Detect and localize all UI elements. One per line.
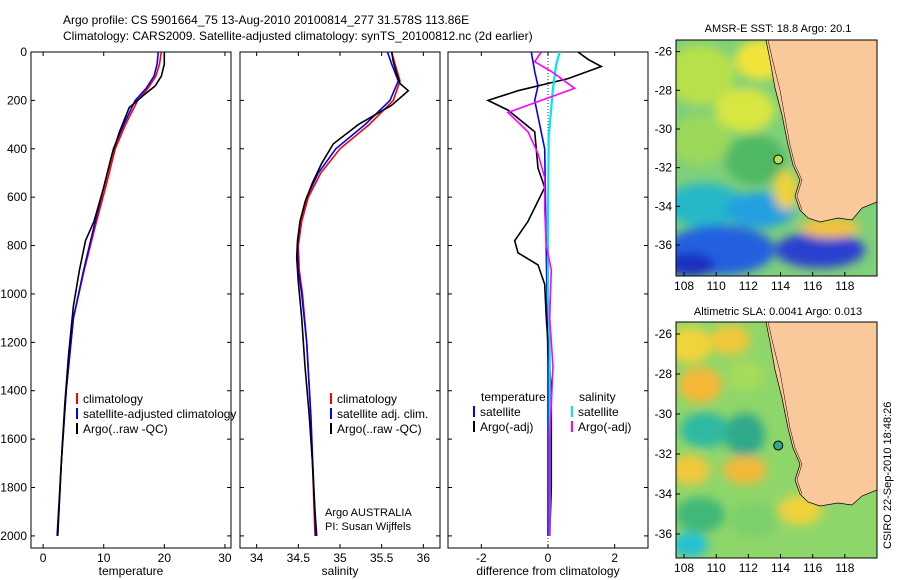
land-australia: [765, 40, 877, 223]
map-y-tick-label: -34: [655, 487, 673, 501]
map-y-tick-label: -34: [655, 199, 673, 213]
map-y-tick-label: -28: [655, 83, 673, 97]
legend-label: Argo(..raw -QC): [337, 422, 422, 436]
x-tick-label: 30: [218, 551, 232, 565]
legend-label: Argo(..raw -QC): [83, 422, 168, 436]
panel-frame: [30, 51, 232, 549]
y-tick-label: 1000: [0, 287, 27, 301]
salinity-panel: 34 34.5 35 35.5 36 salinity climatologysatelli…: [239, 51, 441, 578]
x-tick-label: 0: [40, 551, 47, 565]
legend-label: Argo(-adj): [578, 420, 631, 434]
y-tick-label: 400: [7, 142, 27, 156]
y-tick-label: 200: [7, 93, 27, 107]
profile-panels: 0 10 20 30temperature0200400600800100012001…: [0, 45, 649, 578]
x-axis-label: difference from climatology: [476, 564, 619, 578]
legend-label: climatology: [337, 392, 397, 406]
x-tick-label: 34: [250, 551, 264, 565]
series-line-salinity-Argo: [506, 52, 577, 536]
x-tick-label: 0: [545, 551, 552, 565]
map-x-tick-label: 112: [739, 279, 758, 293]
sst-map: AMSR-E SST: 18.8 Argo: 20.1 108 11: [655, 23, 878, 293]
map-x-tick-label: 108: [674, 561, 694, 575]
x-tick-label: -2: [476, 551, 487, 565]
argo-location-marker-2: [773, 440, 784, 451]
map-y-tick-label: -28: [655, 367, 673, 381]
series-line-satellite: [56, 52, 160, 536]
header-line-1: Argo profile: CS 5901664_75 13-Aug-2010 …: [63, 13, 469, 27]
land-australia-2: [765, 322, 877, 507]
legend-label: satellite adj. clim.: [337, 407, 428, 421]
y-tick-label: 1200: [0, 335, 27, 349]
series-line-climatology: [56, 52, 163, 536]
map-x-tick-label: 112: [739, 561, 758, 575]
x-tick-label: 34.5: [287, 551, 311, 565]
legend-label: salinity: [579, 390, 616, 404]
map-x-tick-label: 110: [707, 561, 726, 575]
timestamp-stamp: CSIRO 22-Sep-2010 18:48:26: [882, 402, 894, 549]
legend-label: satellite: [480, 405, 521, 419]
legend-label: temperature: [481, 390, 546, 404]
sla-map-frame: [675, 321, 878, 559]
x-tick-label: 35: [333, 551, 347, 565]
panel-annotation: PI: Susan Wijffels: [325, 521, 411, 533]
y-tick-label: 600: [7, 190, 27, 204]
x-tick-label: 10: [97, 551, 111, 565]
legend-label: Argo(-adj): [480, 420, 533, 434]
sla-map: Altimetric SLA: 0.0041 Argo: 0.013: [655, 306, 878, 575]
sst-map-frame: [675, 39, 878, 277]
map-y-tick-label: -36: [655, 238, 673, 252]
map-y-tick-label: -26: [655, 45, 673, 59]
x-tick-label: 36: [417, 551, 431, 565]
map-x-tick-label: 116: [803, 279, 822, 293]
legend-label: satellite: [578, 405, 619, 419]
argo-location-marker: [773, 154, 784, 165]
map-y-tick-label: -32: [655, 447, 673, 461]
series-line-temperature-satellite: [530, 52, 549, 536]
y-tick-label: 1800: [0, 481, 27, 495]
map-x-tick-label: 114: [771, 561, 790, 575]
series-line-Argo: [56, 52, 166, 536]
y-tick-label: 1400: [0, 384, 27, 398]
map-x-tick-label: 118: [835, 279, 854, 293]
series-line-Argo: [295, 52, 410, 536]
map-x-tick-label: 110: [707, 279, 726, 293]
x-tick-label: 20: [158, 551, 172, 565]
y-tick-label: 2000: [0, 529, 27, 543]
map-y-tick-label: -26: [655, 327, 673, 341]
panel-annotation: Argo AUSTRALIA: [325, 507, 412, 519]
y-tick-label: 800: [7, 239, 27, 253]
y-tick-label: 1600: [0, 432, 27, 446]
series-line-salinity-satellite: [546, 52, 561, 536]
map-x-tick-label: 118: [835, 561, 854, 575]
sst-map-title: AMSR-E SST: 18.8 Argo: 20.1: [705, 23, 852, 35]
panel-frame: [239, 51, 441, 549]
sla-map-title: Altimetric SLA: 0.0041 Argo: 0.013: [694, 306, 862, 318]
map-x-tick-label: 114: [771, 279, 790, 293]
header-line-2: Climatology: CARS2009. Satellite-adjuste…: [63, 29, 533, 43]
y-tick-label: 0: [20, 45, 27, 59]
map-y-tick-label: -36: [655, 527, 673, 541]
map-y-tick-label: -32: [655, 161, 673, 175]
x-tick-label: 35.5: [370, 551, 394, 565]
map-x-tick-label: 116: [803, 561, 822, 575]
temperature-panel: 0 10 20 30 temperature 0 200 400 600 800 1000 1200 1…: [0, 45, 236, 578]
x-tick-label: 2: [611, 551, 618, 565]
map-y-tick-label: -30: [655, 407, 673, 421]
legend-label: satellite-adjusted climatology: [83, 407, 236, 421]
legend-label: climatology: [83, 392, 143, 406]
map-x-tick-label: 108: [674, 279, 694, 293]
x-axis-label: temperature: [99, 564, 164, 578]
series-line-temperature-Argo: [485, 52, 604, 536]
map-y-tick-label: -30: [655, 122, 673, 136]
x-axis-label: salinity: [322, 564, 359, 578]
